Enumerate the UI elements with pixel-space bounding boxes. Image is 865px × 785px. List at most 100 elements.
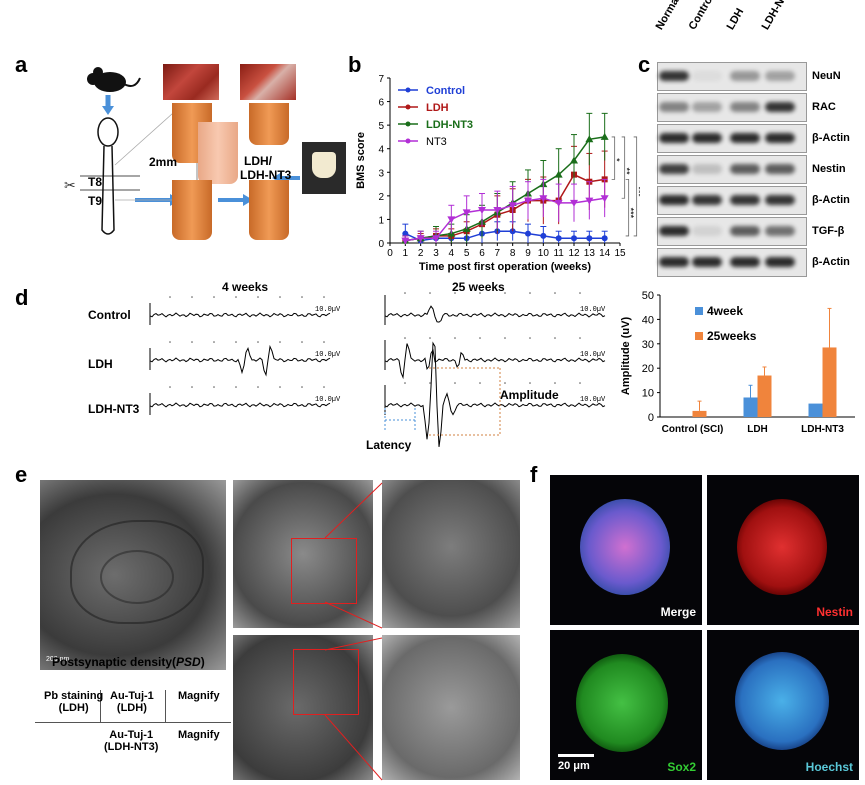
grid-dot (169, 296, 171, 298)
data-point (447, 216, 456, 224)
grid-dot (213, 386, 215, 388)
table-cell-au-tuj1-ldh: Au-Tuj-1 (LDH) (110, 690, 154, 714)
data-point (586, 235, 593, 242)
data-point (402, 230, 409, 237)
blot-row-label: β-Actin (812, 194, 850, 206)
panel-label-e: e (15, 462, 28, 487)
grid-dot (554, 382, 556, 384)
y-tick-label: 5 (378, 121, 384, 132)
amplitude-label: Amplitude (500, 388, 559, 402)
grid-dot (191, 386, 193, 388)
y-tick-label: 30 (642, 339, 654, 351)
rat-icon (87, 67, 141, 92)
label-merge: Merge (660, 605, 696, 619)
grid-dot (323, 296, 325, 298)
bar-25weeks (822, 347, 837, 417)
series-line-nt3 (405, 197, 605, 242)
grid-dot (235, 386, 237, 388)
blot-row-label: TGF-β (812, 225, 845, 237)
x-tick-label: 0 (387, 248, 393, 259)
blot-column-label: Normal (653, 0, 683, 32)
blot-band (730, 164, 760, 174)
blot-row-label: Nestin (812, 163, 846, 175)
legend-label: LDH-NT3 (426, 119, 473, 131)
blot-band (765, 71, 795, 81)
legend-marker (405, 138, 411, 144)
row-label-ldh: LDH (88, 357, 113, 371)
grid-dot (479, 292, 481, 294)
grid-dot (301, 386, 303, 388)
data-point (540, 232, 547, 239)
data-point (601, 235, 608, 242)
data-point (585, 197, 594, 205)
x-tick-label: LDH (747, 424, 768, 435)
significance-label: *** (634, 186, 640, 197)
blot-band (659, 102, 689, 112)
em-magnify-ldh (382, 480, 520, 628)
x-tick-label: 13 (584, 248, 596, 259)
y-tick-label: 20 (642, 363, 654, 375)
grid-dot (301, 341, 303, 343)
trace-25w (384, 343, 606, 380)
panel-label-c: c (638, 52, 651, 77)
magnify-box-ldh (291, 538, 357, 604)
blot-column-label: LDH (724, 6, 747, 33)
significance-label: * (612, 158, 622, 162)
grid-dot (169, 341, 171, 343)
data-point (462, 209, 471, 217)
legend-swatch (695, 307, 703, 315)
header-25-weeks: 25 weeks (452, 280, 505, 294)
data-point (539, 195, 548, 203)
evoked-potential-traces: 10.0µV 10.0µV 10.0µV 10.0µV 10.0µV 10.0µV (149, 292, 606, 447)
blot-band (730, 133, 760, 143)
fluor-merge: Merge (550, 475, 702, 625)
legend-label: NT3 (426, 136, 447, 148)
significance-bracket (625, 178, 630, 237)
grid-dot (404, 337, 406, 339)
grid-dot (529, 382, 531, 384)
data-point (600, 195, 609, 203)
grid-dot (579, 292, 581, 294)
blot-band (730, 71, 760, 81)
cord-segment-implant-lower (249, 180, 289, 240)
row-label-ldh-nt3: LDH-NT3 (88, 402, 140, 416)
legend-marker (405, 104, 411, 110)
trace-scale-25w: 10.0µV (580, 396, 606, 404)
blot-column-label: Control (686, 0, 717, 33)
label-implant-1: LDH/ (244, 154, 272, 168)
hydrogel-photo (302, 142, 346, 194)
data-point (524, 197, 532, 205)
blot-row (657, 248, 807, 277)
blot-band (765, 195, 795, 205)
grid-dot (454, 292, 456, 294)
blot-row (657, 217, 807, 246)
grid-dot (554, 292, 556, 294)
em-pb-staining: 200 nm (40, 480, 226, 670)
x-tick-label: 4 (449, 248, 455, 259)
grid-dot (404, 382, 406, 384)
blot-band (692, 102, 722, 112)
blot-row-label: RAC (812, 101, 836, 113)
x-tick-label: 2 (418, 248, 424, 259)
grid-dot (235, 296, 237, 298)
blot-band (765, 257, 795, 267)
fluor-sox2: 20 μm Sox2 (550, 630, 702, 780)
em-au-tuj1-ldh-nt3 (233, 635, 373, 780)
grid-dot (257, 296, 259, 298)
grid-dot (429, 337, 431, 339)
label-nestin: Nestin (816, 605, 853, 619)
table-cell-magnify-1: Magnify (178, 690, 220, 702)
table-cell-au-tuj1-ldh-nt3: Au-Tuj-1 (LDH-NT3) (104, 729, 159, 753)
grid-dot (257, 341, 259, 343)
grid-dot (279, 341, 281, 343)
blot-row-label: NeuN (812, 70, 841, 82)
grid-dot (279, 296, 281, 298)
blot-band (765, 164, 795, 174)
label-t8: T8 (88, 175, 103, 189)
blot-band (659, 71, 689, 81)
legend-label: 4week (707, 304, 743, 318)
y-tick-label: 4 (378, 145, 384, 156)
panel-label-b: b (348, 52, 362, 77)
amplitude-bar-chart: 0 10 20 30 40 50 Amplitude (uV) Control (SCI) LD… (620, 290, 855, 435)
y-tick-label: 0 (378, 239, 384, 250)
